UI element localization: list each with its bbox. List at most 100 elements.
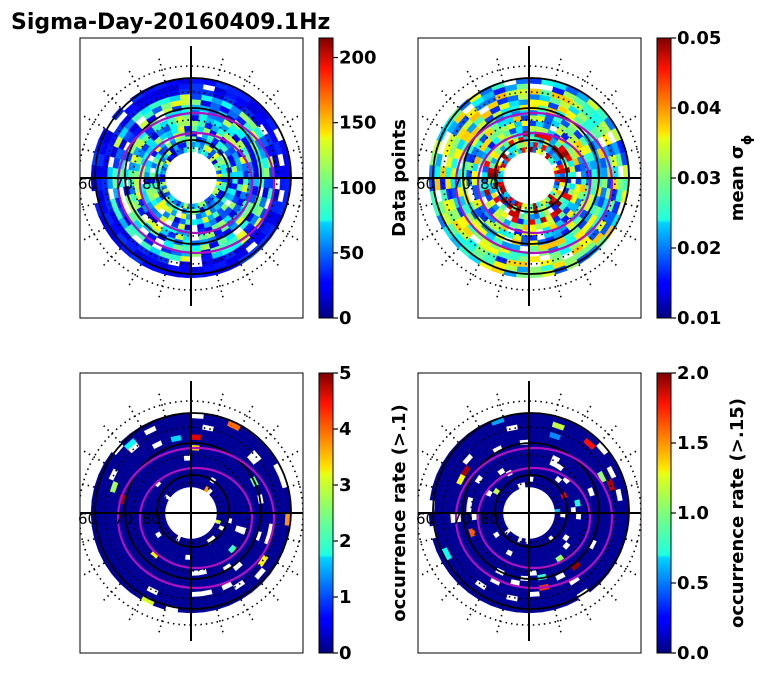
heatmap-cell: [439, 512, 446, 525]
solid-circle: [432, 412, 630, 610]
solid-circle: [494, 474, 568, 548]
grid-meridian: [625, 538, 641, 544]
solid-circle: [156, 139, 230, 213]
heatmap-cell: [101, 177, 108, 190]
heatmap-cell: [471, 177, 478, 186]
grid-meridian: [127, 69, 142, 92]
colorbar-tick-label: 1.5: [677, 433, 709, 454]
grid-meridian: [420, 562, 443, 577]
heatmap-cell: [444, 501, 452, 514]
colorbar-tick-label: 1: [339, 587, 352, 608]
heatmap-cell: [190, 83, 204, 90]
grid-meridian: [465, 264, 480, 287]
colorbar-label: occurrence rate (>.1): [389, 404, 410, 621]
heatmap-cell: [601, 177, 609, 189]
colorbar-tick-label: 0.02: [677, 238, 721, 259]
grid-meridian: [277, 114, 300, 129]
grid-meridian: [102, 248, 121, 267]
heatmap-cell: [528, 433, 540, 441]
grid-meridian: [240, 599, 255, 622]
grid-meridian: [216, 609, 225, 634]
grid-meridian: [157, 274, 166, 299]
grid-meridian: [240, 404, 255, 427]
heatmap-cell: [178, 601, 192, 608]
colorbar-gradient: [318, 37, 334, 319]
latitude-label: 60: [416, 175, 435, 193]
heatmap-cell: [521, 460, 530, 467]
heatmap-cell: [279, 177, 286, 191]
heatmap-cell: [253, 168, 260, 179]
grid-meridian: [465, 69, 480, 92]
grid-meridian: [127, 599, 142, 622]
grid-meridian: [554, 57, 563, 82]
solid-circle: [124, 442, 262, 580]
heatmap-cell: [96, 500, 103, 514]
grid-meridian: [615, 562, 638, 577]
colorbar-tick-label: 4: [339, 419, 352, 440]
heatmap-cell: [190, 88, 203, 95]
heatmap-cell: [591, 177, 598, 188]
grid-meridian: [615, 227, 638, 242]
heatmap-cell: [96, 165, 103, 179]
colorbar-tick-label: 0: [339, 643, 352, 664]
heatmap-cell: [591, 168, 598, 179]
heatmap-cell: [528, 88, 541, 95]
heatmap-cell: [190, 601, 204, 608]
heatmap-cell: [279, 500, 286, 514]
heatmap-cell: [182, 234, 192, 242]
grid-meridian: [82, 227, 105, 242]
heatmap-cell: [528, 114, 538, 122]
heatmap-cell: [179, 93, 192, 101]
heatmap-cell: [528, 98, 540, 106]
heatmap-cell: [516, 83, 530, 90]
grid-meridian: [80, 482, 95, 488]
grid-meridian: [82, 114, 105, 129]
heatmap-cell: [178, 266, 192, 273]
latitude-label: 70: [114, 175, 133, 193]
latitude-label: 60: [416, 510, 435, 528]
figure-title: Sigma-Day-20160409.1Hz: [11, 10, 330, 35]
heatmap-cell: [106, 501, 114, 514]
heatmap-cell: [106, 177, 114, 190]
heatmap-cell: [517, 590, 530, 598]
colorbar-tick-label: 150: [339, 113, 377, 134]
grid-meridian: [599, 248, 618, 267]
heatmap-cell: [106, 512, 114, 525]
heatmap-cell: [528, 93, 541, 101]
colorbar-tick-label: 0.01: [677, 308, 721, 329]
grid-meridian: [261, 89, 280, 108]
heatmap-cell: [517, 428, 530, 436]
heatmap-layer: [80, 46, 303, 306]
grid-meridian: [418, 203, 433, 209]
heatmap-cell: [180, 433, 192, 441]
heatmap-cell: [521, 559, 530, 566]
colorbar-4: 0.0 0.5 1.0 1.5 2.0 occurrence rate (>.15): [656, 363, 748, 664]
grid-meridian: [440, 583, 459, 602]
grid-meridian: [440, 248, 459, 267]
heatmap-cell: [520, 449, 530, 457]
heatmap-cell: [434, 165, 441, 179]
grid-meridian: [157, 57, 166, 82]
heatmap-layer: [80, 381, 303, 641]
grid-meridian: [277, 449, 300, 464]
heatmap-cell: [521, 455, 530, 462]
heatmap-cell: [179, 428, 192, 436]
heatmap-cell: [253, 503, 260, 514]
solid-circle: [156, 474, 230, 548]
auroral-oval: [116, 111, 276, 255]
heatmap-cell: [528, 224, 537, 231]
heatmap-cell: [580, 505, 587, 514]
colorbar-gradient: [318, 372, 334, 654]
heatmap-cell: [190, 460, 199, 467]
latitude-label: 60: [78, 175, 97, 193]
heatmap-cell: [434, 512, 441, 526]
heatmap-cell: [444, 177, 452, 190]
colorbar-tick-label: 0: [339, 308, 352, 329]
grid-meridian: [440, 89, 459, 108]
colorbar-3: 0 1 2 3 4 5 occurrence rate (>.1): [318, 363, 410, 664]
grid-meridian: [465, 599, 480, 622]
colorbar-gradient: [656, 37, 672, 319]
grid-meridian: [261, 248, 280, 267]
latitude-label: 70: [452, 175, 471, 193]
grid-meridian: [495, 57, 504, 82]
